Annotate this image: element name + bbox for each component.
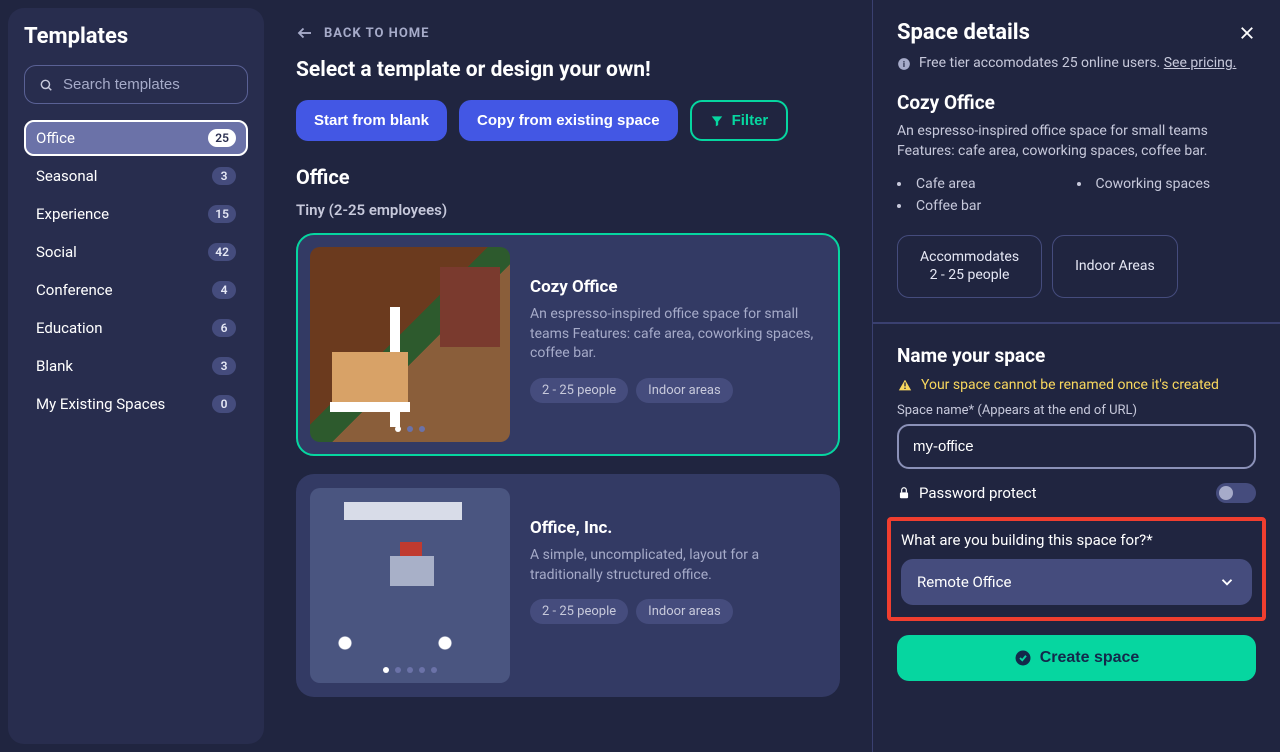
template-tag: Indoor areas xyxy=(636,378,733,403)
carousel-dots[interactable] xyxy=(383,667,437,673)
arrow-left-icon xyxy=(296,24,314,42)
password-protect-toggle[interactable] xyxy=(1216,483,1256,503)
category-item-social[interactable]: Social 42 xyxy=(24,234,248,270)
see-pricing-link[interactable]: See pricing. xyxy=(1164,55,1237,71)
category-count-badge: 3 xyxy=(212,167,236,185)
space-name-input[interactable] xyxy=(897,424,1256,469)
template-browser: BACK TO HOME Select a template or design… xyxy=(264,0,872,752)
space-name-label: Space name* (Appears at the end of URL) xyxy=(897,403,1256,418)
feature-item: Coffee bar xyxy=(897,195,1077,217)
chevron-down-icon xyxy=(1218,573,1236,591)
copy-from-existing-button[interactable]: Copy from existing space xyxy=(459,100,678,141)
category-item-seasonal[interactable]: Seasonal 3 xyxy=(24,158,248,194)
filter-label: Filter xyxy=(732,112,769,129)
category-item-my-existing-spaces[interactable]: My Existing Spaces 0 xyxy=(24,386,248,422)
templates-sidebar: Templates Office 25 Seasonal 3 Experience 15 S… xyxy=(8,8,264,744)
search-templates-input[interactable] xyxy=(63,76,233,93)
category-item-experience[interactable]: Experience 15 xyxy=(24,196,248,232)
category-label: My Existing Spaces xyxy=(36,395,165,413)
start-from-blank-button[interactable]: Start from blank xyxy=(296,100,447,141)
feature-list: Cafe areaCoworking spacesCoffee bar xyxy=(897,173,1256,217)
template-card[interactable]: Office, Inc. A simple, uncomplicated, lay… xyxy=(296,474,840,697)
info-icon: i xyxy=(897,57,911,71)
category-label: Experience xyxy=(36,205,109,223)
template-thumbnail xyxy=(310,247,510,442)
purpose-select[interactable]: Remote Office xyxy=(901,559,1252,605)
check-circle-icon xyxy=(1014,649,1032,667)
capacity-pills: Accommodates2 - 25 people Indoor Areas xyxy=(897,235,1256,297)
category-list: Office 25 Seasonal 3 Experience 15 Social 42 Con… xyxy=(24,120,248,422)
rename-warning: Your space cannot be renamed once it's c… xyxy=(897,377,1256,393)
close-icon[interactable] xyxy=(1238,24,1256,42)
subsection-title: Tiny (2-25 employees) xyxy=(296,201,840,219)
template-card[interactable]: Cozy Office An espresso-inspired office s… xyxy=(296,233,840,456)
category-count-badge: 42 xyxy=(208,243,236,261)
form-title: Name your space xyxy=(897,344,1256,367)
lock-icon xyxy=(897,486,911,500)
back-to-home-link[interactable]: BACK TO HOME xyxy=(296,24,840,42)
purpose-question: What are you building this space for?* xyxy=(901,531,1252,549)
svg-text:i: i xyxy=(903,59,905,69)
create-space-button[interactable]: Create space xyxy=(897,635,1256,681)
action-button-row: Start from blank Copy from existing spac… xyxy=(296,100,840,141)
purpose-highlight-box: What are you building this space for?* R… xyxy=(887,517,1266,621)
carousel-dots[interactable] xyxy=(395,426,425,432)
template-card-desc: An espresso-inspired office space for sm… xyxy=(530,305,826,364)
indoor-areas-pill: Indoor Areas xyxy=(1052,235,1178,297)
template-card-title: Cozy Office xyxy=(530,277,826,297)
template-card-desc: A simple, uncomplicated, layout for a tr… xyxy=(530,546,826,585)
category-label: Blank xyxy=(36,357,73,375)
category-count-badge: 4 xyxy=(212,281,236,299)
selected-template-desc: An espresso-inspired office space for sm… xyxy=(897,122,1256,161)
filter-icon xyxy=(710,114,724,128)
template-card-list: Cozy Office An espresso-inspired office s… xyxy=(296,233,840,697)
feature-item: Coworking spaces xyxy=(1077,173,1257,195)
category-count-badge: 25 xyxy=(208,129,236,147)
feature-item: Cafe area xyxy=(897,173,1077,195)
template-tag: 2 - 25 people xyxy=(530,599,628,624)
category-count-badge: 15 xyxy=(208,205,236,223)
category-label: Conference xyxy=(36,281,113,299)
category-item-education[interactable]: Education 6 xyxy=(24,310,248,346)
details-title: Space details xyxy=(897,20,1030,45)
free-tier-info: i Free tier accomodates 25 online users.… xyxy=(897,55,1256,71)
category-count-badge: 6 xyxy=(212,319,236,337)
category-item-office[interactable]: Office 25 xyxy=(24,120,248,156)
space-details-panel: Space details i Free tier accomodates 25… xyxy=(872,0,1280,752)
purpose-value: Remote Office xyxy=(917,573,1011,591)
category-label: Social xyxy=(36,243,77,261)
back-label: BACK TO HOME xyxy=(324,26,430,41)
password-protect-label: Password protect xyxy=(897,484,1037,502)
category-label: Seasonal xyxy=(36,167,97,185)
name-space-form: Name your space Your space cannot be ren… xyxy=(873,322,1280,701)
category-item-blank[interactable]: Blank 3 xyxy=(24,348,248,384)
template-card-title: Office, Inc. xyxy=(530,518,826,538)
create-label: Create space xyxy=(1040,649,1140,667)
info-text: Free tier accomodates 25 online users. xyxy=(919,55,1164,71)
filter-button[interactable]: Filter xyxy=(690,100,789,141)
category-count-badge: 3 xyxy=(212,357,236,375)
accommodates-pill: Accommodates2 - 25 people xyxy=(897,235,1042,297)
category-item-conference[interactable]: Conference 4 xyxy=(24,272,248,308)
warning-icon xyxy=(897,377,913,393)
selected-template-name: Cozy Office xyxy=(897,91,1256,114)
template-tag: Indoor areas xyxy=(636,599,733,624)
category-label: Office xyxy=(36,129,75,147)
warning-text: Your space cannot be renamed once it's c… xyxy=(921,377,1219,393)
browser-heading: Select a template or design your own! xyxy=(296,58,840,82)
template-tag: 2 - 25 people xyxy=(530,378,628,403)
template-thumbnail xyxy=(310,488,510,683)
search-templates-wrap[interactable] xyxy=(24,65,248,104)
search-icon xyxy=(39,77,53,93)
category-count-badge: 0 xyxy=(212,395,236,413)
section-title: Office xyxy=(296,165,840,189)
category-label: Education xyxy=(36,319,103,337)
sidebar-title: Templates xyxy=(24,24,248,49)
